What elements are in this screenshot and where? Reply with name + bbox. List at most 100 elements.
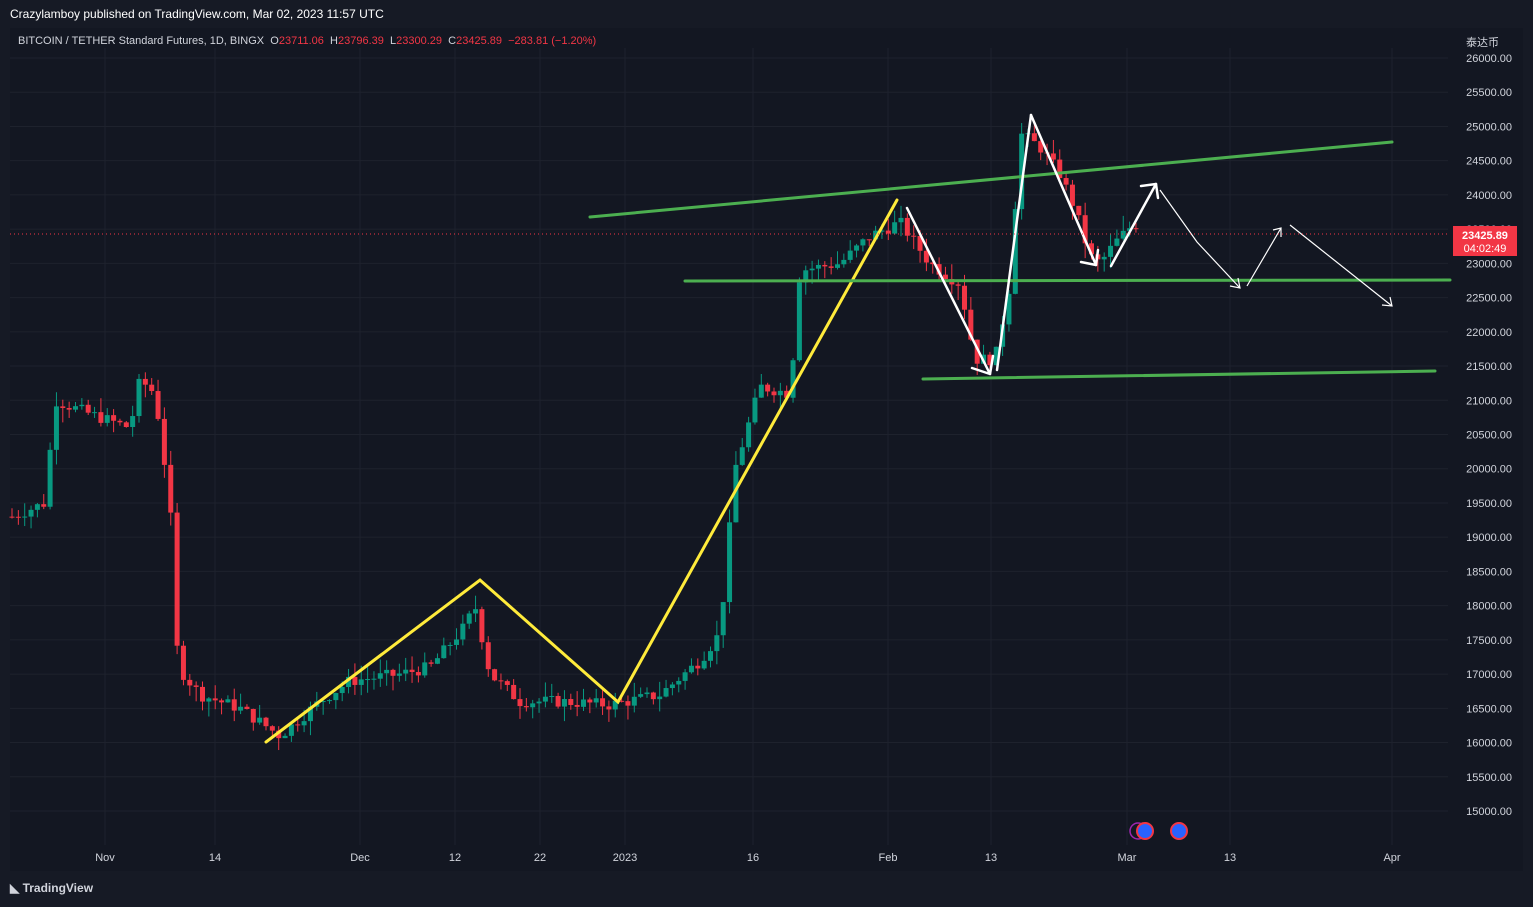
green-support-lines xyxy=(588,140,1452,381)
candle-body xyxy=(828,266,834,268)
candle-body xyxy=(1082,215,1088,244)
candle-body xyxy=(257,717,263,723)
candle-body xyxy=(669,684,675,689)
arrow-path-2 xyxy=(995,113,1033,372)
candle-body xyxy=(600,698,606,707)
x-tick-label: Dec xyxy=(350,852,370,864)
candle-body xyxy=(866,239,872,241)
candle-body xyxy=(79,404,85,407)
candle-body xyxy=(66,407,72,410)
candle-body xyxy=(796,282,802,361)
candle-body xyxy=(447,644,453,646)
candle-body xyxy=(492,669,498,681)
middle-support-line xyxy=(683,278,1452,283)
x-tick-label: 16 xyxy=(747,852,759,864)
candle-body xyxy=(212,698,218,701)
candle-body xyxy=(892,222,898,234)
candle-body xyxy=(1012,209,1018,294)
candle-body xyxy=(923,250,929,263)
candle-body xyxy=(1069,184,1075,206)
candle-body xyxy=(1120,230,1126,239)
candle-body xyxy=(47,449,53,507)
candle-body xyxy=(917,236,923,251)
candle-body xyxy=(142,378,148,385)
candle-body xyxy=(993,346,999,366)
y-tick-label: 25000.00 xyxy=(1466,121,1512,133)
candle-body xyxy=(454,639,459,645)
candle-body xyxy=(568,699,574,705)
candle-body xyxy=(15,516,21,518)
candle-body xyxy=(962,285,967,310)
candle-body xyxy=(1089,243,1094,255)
yellow-zigzag xyxy=(264,198,899,744)
y-tick-label: 24500.00 xyxy=(1466,156,1512,168)
candle-body xyxy=(504,681,510,685)
candle-body xyxy=(682,672,688,681)
open-value: 23711.06 xyxy=(278,35,324,47)
candle-body xyxy=(473,609,479,614)
candle-body xyxy=(663,688,669,697)
candle-body xyxy=(1006,293,1012,325)
candle-body xyxy=(219,700,225,703)
candle-body xyxy=(225,699,231,703)
candle-body xyxy=(434,658,440,664)
upper-trendline xyxy=(588,140,1394,219)
x-tick-label: Mar xyxy=(1118,852,1137,864)
candle-body xyxy=(98,412,104,423)
candle-body xyxy=(352,676,358,685)
projection-arrows xyxy=(1159,189,1393,307)
y-tick-label: 17000.00 xyxy=(1466,669,1512,681)
footer-bar: ◣ TradingView xyxy=(0,871,1533,907)
candle-body xyxy=(92,412,98,414)
us-flag-icon xyxy=(1170,822,1188,840)
candle-body xyxy=(136,378,142,417)
candle-body xyxy=(1063,178,1069,185)
candle-body xyxy=(898,217,904,223)
candle-body xyxy=(22,516,28,518)
candle-body xyxy=(612,700,618,710)
tradingview-icon: ◣ xyxy=(10,881,23,895)
candle-body xyxy=(34,504,40,510)
y-tick-label: 16500.00 xyxy=(1466,703,1512,715)
x-tick-label: Nov xyxy=(95,852,115,864)
price-axis: 26000.00 25500.00 25000.00 24500.00 24000.00… xyxy=(1466,53,1512,818)
chart-pane[interactable] xyxy=(10,28,1523,871)
candle-body xyxy=(650,692,656,700)
candle-body xyxy=(688,665,694,673)
symbol-name[interactable]: BITCOIN / TETHER Standard Futures, 1D, B… xyxy=(18,35,265,47)
candle-body xyxy=(987,354,993,366)
x-tick-label: Apr xyxy=(1383,852,1400,864)
candle-body xyxy=(333,693,339,701)
candle-body xyxy=(644,692,650,695)
candle-body xyxy=(174,512,180,646)
candle-body xyxy=(695,665,701,669)
us-flag-icon xyxy=(1136,822,1154,840)
symbol-legend[interactable]: BITCOIN / TETHER Standard Futures, 1D, B… xyxy=(18,35,597,47)
candle-body xyxy=(803,270,809,283)
candle-body xyxy=(625,701,631,706)
candle-body xyxy=(549,695,555,697)
candle-body xyxy=(955,284,961,286)
projection-3 xyxy=(1289,224,1393,307)
y-tick-label: 21000.00 xyxy=(1466,395,1512,407)
candle-body xyxy=(1019,133,1025,210)
x-tick-label: 13 xyxy=(1224,852,1236,864)
tradingview-logo[interactable]: ◣ TradingView xyxy=(10,881,94,895)
candle-body xyxy=(111,415,117,421)
candle-body xyxy=(733,464,739,523)
candle-body xyxy=(187,679,193,686)
candle-body xyxy=(396,673,402,676)
close-value: 23425.89 xyxy=(456,35,502,47)
arrow-path-4 xyxy=(1109,182,1158,268)
candle-body xyxy=(130,416,136,427)
candle-body xyxy=(815,264,821,269)
projection-head-3 xyxy=(1381,296,1393,307)
candle-body xyxy=(415,672,421,676)
candle-body xyxy=(346,676,352,688)
candle-body xyxy=(974,339,980,364)
arrow-path-3 xyxy=(1029,113,1098,267)
candle-body xyxy=(327,700,332,702)
candle-body xyxy=(301,721,307,726)
x-tick-label: 14 xyxy=(209,852,221,864)
